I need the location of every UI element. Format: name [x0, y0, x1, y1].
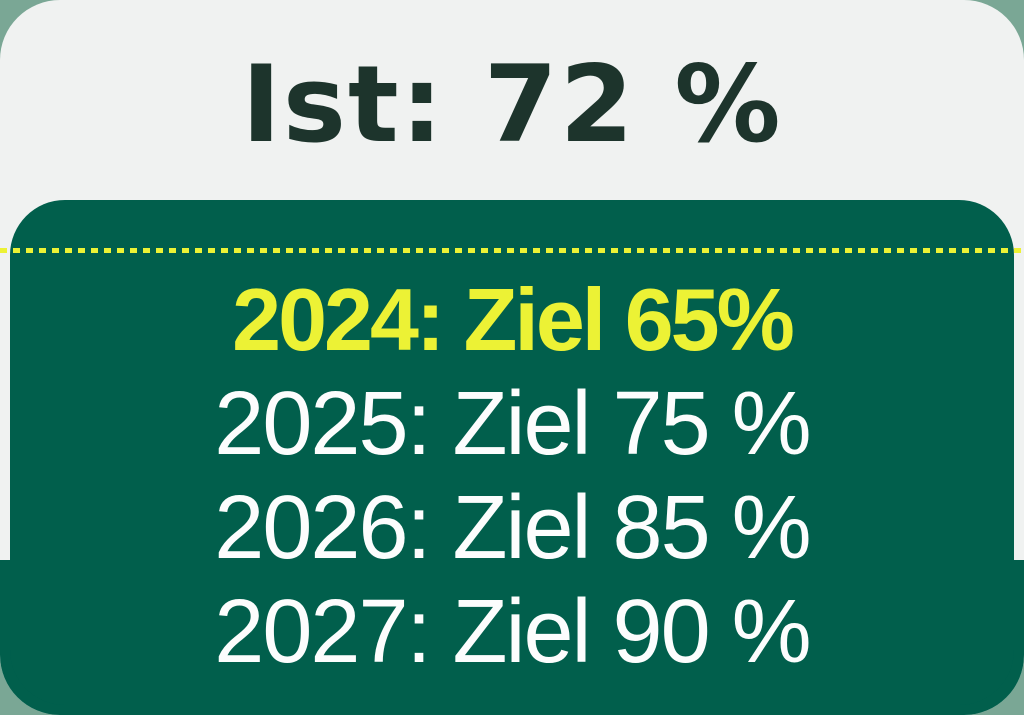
actual-value-headline: Ist: 72 %: [241, 43, 783, 166]
dashed-divider: [0, 248, 1024, 253]
target-row-2025: 2025: Ziel 75 %: [214, 374, 811, 474]
targets-panel: [10, 200, 1014, 705]
target-row-2026: 2026: Ziel 85 %: [214, 478, 811, 578]
target-row-2024: 2024: Ziel 65%: [232, 270, 795, 369]
targets-list: 2024: Ziel 65% 2025: Ziel 75 % 2026: Zie…: [0, 268, 1024, 684]
target-row-2027: 2027: Ziel 90 %: [214, 582, 811, 682]
